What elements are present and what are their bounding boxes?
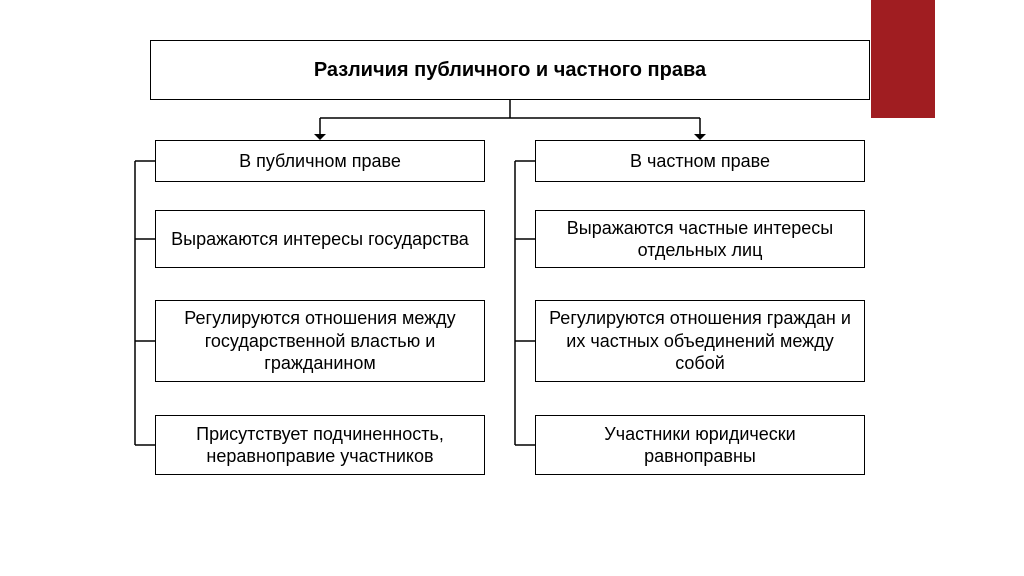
left-item-text: Регулируются отношения между государстве… (166, 307, 474, 375)
diagram-canvas: Различия публичного и частного права В п… (0, 0, 1024, 576)
right-item: Выражаются частные интересы отдельных ли… (535, 210, 865, 268)
right-item: Регулируются отношения граждан и их част… (535, 300, 865, 382)
left-item-text: Присутствует подчиненность, неравноправи… (166, 423, 474, 468)
right-item-text: Выражаются частные интересы отдельных ли… (546, 217, 854, 262)
left-item: Выражаются интересы государства (155, 210, 485, 268)
left-column-header-text: В публичном праве (239, 150, 401, 173)
right-item-text: Участники юридически равноправны (546, 423, 854, 468)
left-item: Присутствует подчиненность, неравноправи… (155, 415, 485, 475)
right-item-text: Регулируются отношения граждан и их част… (546, 307, 854, 375)
diagram-title-text: Различия публичного и частного права (314, 58, 706, 83)
right-column-header-text: В частном праве (630, 150, 770, 173)
left-item-text: Выражаются интересы государства (171, 228, 469, 251)
left-item: Регулируются отношения между государстве… (155, 300, 485, 382)
diagram-title: Различия публичного и частного права (150, 40, 870, 100)
accent-block (871, 0, 935, 118)
right-column-header: В частном праве (535, 140, 865, 182)
left-column-header: В публичном праве (155, 140, 485, 182)
right-item: Участники юридически равноправны (535, 415, 865, 475)
